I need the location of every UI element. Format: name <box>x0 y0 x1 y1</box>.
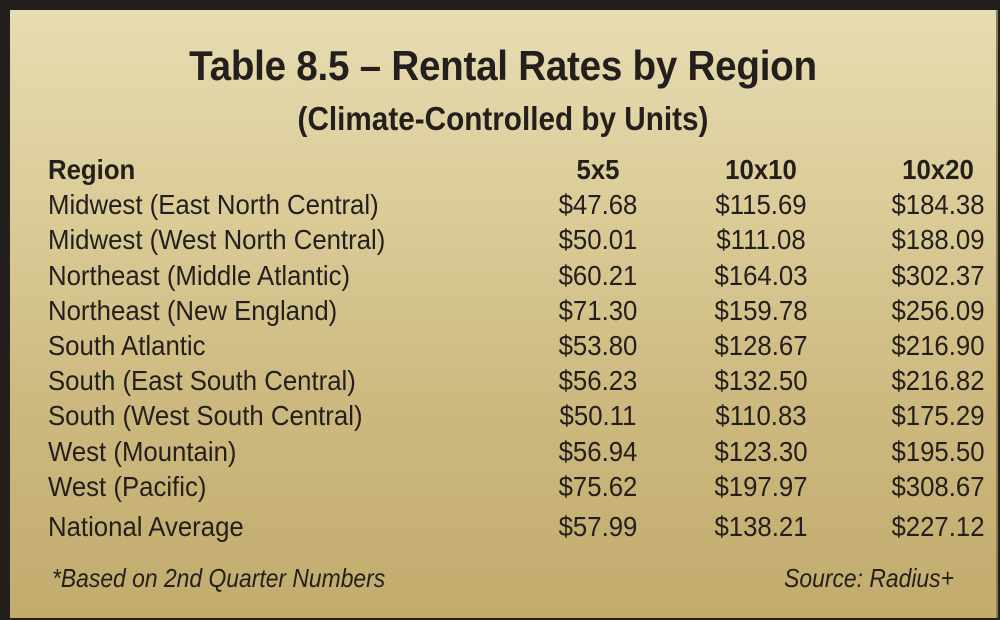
value-cell: $71.30 <box>558 294 638 326</box>
value-cell: $75.62 <box>558 470 638 502</box>
region-cell: South (East South Central) <box>48 365 356 397</box>
value-cell: $216.82 <box>891 365 985 397</box>
value-cell: $111.08 <box>716 224 806 256</box>
table-row: Northeast (Middle Atlantic) $60.21 $164.… <box>48 258 985 293</box>
table-row: Northeast (New England) $71.30 $159.78 $… <box>48 293 985 328</box>
value-cell: $56.94 <box>558 435 638 467</box>
table-row: South (East South Central) $56.23 $132.5… <box>48 363 985 398</box>
table-row: Midwest (East North Central) $47.68 $115… <box>48 187 985 222</box>
value-cell: $50.01 <box>558 224 638 256</box>
table-row: South Atlantic $53.80 $128.67 $216.90 <box>48 328 985 363</box>
national-average-row: National Average $57.99 $138.21 $227.12 <box>48 509 985 544</box>
value-cell: $56.23 <box>558 365 638 397</box>
value-cell: $308.67 <box>891 470 985 502</box>
table-row: Midwest (West North Central) $50.01 $111… <box>48 222 985 257</box>
value-cell: $110.83 <box>715 400 807 432</box>
region-cell: Midwest (West North Central) <box>48 224 386 256</box>
value-cell: $188.09 <box>891 224 985 256</box>
header-5x5: 5x5 <box>576 154 620 185</box>
value-cell: $128.67 <box>714 329 808 361</box>
footnote: *Based on 2nd Quarter Numbers <box>52 563 386 593</box>
header-10x10: 10x10 <box>725 154 797 185</box>
rental-rates-table: Region 5x5 10x10 10x20 Midwest (East Nor… <box>48 152 985 544</box>
value-cell: $197.97 <box>714 470 808 502</box>
value-cell: $227.12 <box>891 510 985 542</box>
value-cell: $138.21 <box>714 510 808 542</box>
value-cell: $57.99 <box>558 510 638 542</box>
value-cell: $175.29 <box>891 400 985 432</box>
value-cell: $47.68 <box>558 189 638 221</box>
table-panel: Table 8.5 – Rental Rates by Region (Clim… <box>10 10 998 618</box>
region-cell: South Atlantic <box>48 329 206 361</box>
value-cell: $159.78 <box>714 294 808 326</box>
value-cell: $60.21 <box>558 259 638 291</box>
region-cell: Midwest (East North Central) <box>48 189 379 221</box>
value-cell: $53.80 <box>558 329 638 361</box>
table-row: South (West South Central) $50.11 $110.8… <box>48 398 985 433</box>
value-cell: $123.30 <box>714 435 808 467</box>
table-subtitle: (Climate-Controlled by Units) <box>297 100 709 137</box>
table-row: West (Pacific) $75.62 $197.97 $308.67 <box>48 469 985 504</box>
value-cell: $302.37 <box>891 259 985 291</box>
value-cell: $164.03 <box>714 259 808 291</box>
value-cell: $256.09 <box>891 294 985 326</box>
region-cell: West (Pacific) <box>48 470 207 502</box>
table-frame: Table 8.5 – Rental Rates by Region (Clim… <box>5 5 998 618</box>
value-cell: $184.38 <box>891 189 985 221</box>
header-region: Region <box>48 154 136 185</box>
region-cell: National Average <box>48 510 244 542</box>
table-title: Table 8.5 – Rental Rates by Region <box>189 42 817 89</box>
source-credit: Source: Radius+ <box>784 563 954 593</box>
value-cell: $132.50 <box>714 365 808 397</box>
value-cell: $50.11 <box>559 400 637 432</box>
header-10x20: 10x20 <box>902 154 974 185</box>
region-cell: Northeast (New England) <box>48 294 338 326</box>
region-cell: Northeast (Middle Atlantic) <box>48 259 351 291</box>
value-cell: $195.50 <box>891 435 985 467</box>
region-cell: West (Mountain) <box>48 435 237 467</box>
table-header-row: Region 5x5 10x10 10x20 <box>48 152 978 187</box>
table-row: West (Mountain) $56.94 $123.30 $195.50 <box>48 434 985 469</box>
value-cell: $115.69 <box>715 189 807 221</box>
region-cell: South (West South Central) <box>48 400 363 432</box>
value-cell: $216.90 <box>891 329 985 361</box>
